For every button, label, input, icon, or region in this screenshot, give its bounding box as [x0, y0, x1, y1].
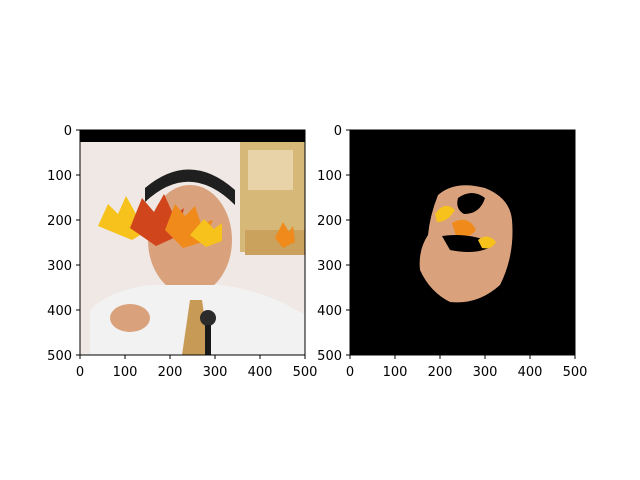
leaf-icon: [275, 222, 295, 248]
leaf-icon: [478, 236, 496, 249]
x-tick-label: 100: [383, 365, 408, 380]
y-tick-label: 500: [317, 349, 342, 364]
microphone-icon: [200, 310, 216, 326]
y-tick-label: 0: [64, 124, 72, 139]
top-black-bar: [80, 130, 305, 142]
right-axes-frame: [349, 129, 576, 356]
right-x-axis: 0 100 200 300 400 500: [346, 355, 588, 380]
x-tick-label: 200: [158, 365, 183, 380]
hair: [145, 169, 235, 205]
y-tick-label: 300: [47, 259, 72, 274]
left-axes-frame: [79, 129, 306, 356]
hand: [110, 304, 150, 332]
y-tick-label: 400: [317, 304, 342, 319]
mask-hole: [457, 193, 485, 214]
left-image: [80, 130, 305, 355]
y-tick-label: 0: [334, 124, 342, 139]
y-tick-label: 200: [317, 214, 342, 229]
x-tick-label: 300: [473, 365, 498, 380]
y-tick-label: 100: [47, 169, 72, 184]
x-tick-label: 400: [248, 365, 273, 380]
x-tick-label: 0: [346, 365, 354, 380]
leaf-icon: [435, 205, 455, 222]
leaf-icon: [452, 219, 476, 238]
y-tick-label: 400: [47, 304, 72, 319]
y-tick-label: 500: [47, 349, 72, 364]
left-y-axis: 0 100 200 300 400 500: [47, 124, 80, 364]
x-tick-label: 400: [518, 365, 543, 380]
left-x-axis: 0 100 200 300 400 500: [76, 355, 318, 380]
y-tick-label: 300: [317, 259, 342, 274]
x-tick-label: 200: [428, 365, 453, 380]
x-tick-label: 500: [563, 365, 588, 380]
left-panel: 0 100 200 300 400 500 0 100 200 300 400 …: [47, 124, 317, 380]
x-tick-label: 300: [203, 365, 228, 380]
x-tick-label: 0: [76, 365, 84, 380]
x-tick-label: 100: [113, 365, 138, 380]
right-image: [350, 130, 575, 355]
y-tick-label: 100: [317, 169, 342, 184]
leaf-icon: [190, 219, 222, 247]
right-panel: 0 100 200 300 400 500 0 100 200 300 400 …: [317, 124, 587, 380]
right-y-axis: 0 100 200 300 400 500: [317, 124, 350, 364]
x-tick-label: 500: [293, 365, 318, 380]
y-tick-label: 200: [47, 214, 72, 229]
leaf-cluster: [98, 194, 295, 248]
